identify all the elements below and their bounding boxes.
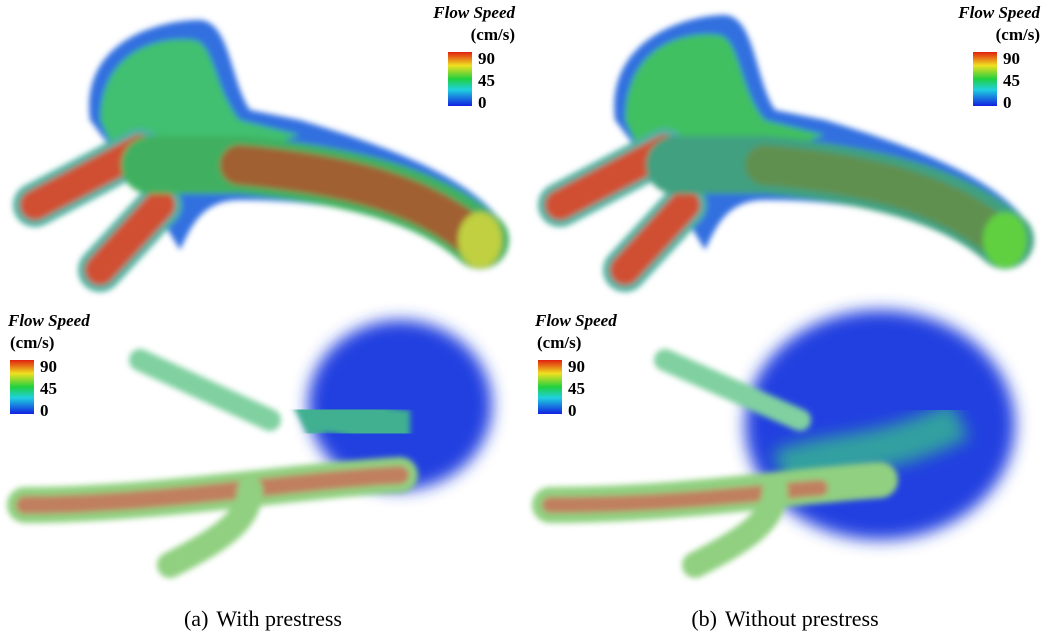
legend-unit: (cm/s) — [471, 25, 515, 44]
colorbar-tick: 0 — [478, 93, 487, 112]
rendering — [35, 20, 502, 270]
caption-label: (a) — [184, 606, 208, 631]
colorbar-tick: 45 — [1003, 71, 1020, 90]
rendering — [550, 310, 1015, 565]
colorbar-tick: 0 — [1003, 93, 1012, 112]
caption-text: With prestress — [216, 606, 342, 631]
figure: (a) With prestress (b) Without prestress F… — [0, 0, 1047, 638]
legend-title: Flow Speed — [432, 3, 515, 22]
colorbar — [448, 52, 472, 106]
caption: (a) With prestress — [184, 606, 342, 631]
colorbar — [538, 360, 562, 414]
legend-unit: (cm/s) — [10, 333, 54, 352]
legend-unit: (cm/s) — [537, 333, 581, 352]
colorbar — [10, 360, 34, 414]
colorbar-tick: 45 — [40, 379, 57, 398]
caption-text: Without prestress — [725, 606, 879, 631]
caption-label: (b) — [691, 606, 717, 631]
colorbar-tick: 45 — [478, 71, 495, 90]
legend-unit: (cm/s) — [996, 25, 1040, 44]
colorbar-tick: 90 — [40, 357, 57, 376]
colorbar-tick: 90 — [478, 49, 495, 68]
colorbar-tick: 90 — [1003, 49, 1020, 68]
rendering — [560, 15, 1027, 270]
colorbar-tick: 45 — [568, 379, 585, 398]
legend-title: Flow Speed — [7, 311, 90, 330]
legend-title: Flow Speed — [957, 3, 1040, 22]
colorbar-tick: 90 — [568, 357, 585, 376]
caption: (b) Without prestress — [691, 606, 878, 631]
rendering — [25, 320, 492, 565]
colorbar-tick: 0 — [40, 401, 49, 420]
colorbar — [973, 52, 997, 106]
colorbar-tick: 0 — [568, 401, 577, 420]
legend-title: Flow Speed — [534, 311, 617, 330]
